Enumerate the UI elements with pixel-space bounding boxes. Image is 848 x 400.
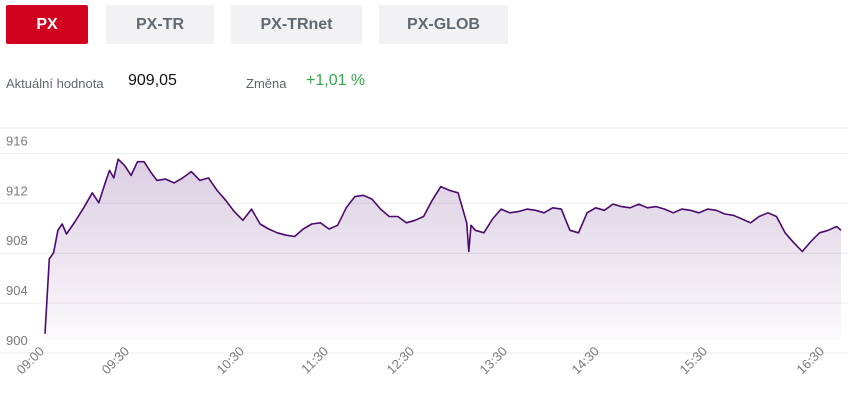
- tab-px-tr[interactable]: PX-TR: [106, 5, 214, 44]
- tab-px-trnet[interactable]: PX-TRnet: [231, 5, 362, 44]
- current-value: 909,05: [128, 72, 177, 89]
- x-tick-label: 09:00: [14, 344, 48, 378]
- tab-px[interactable]: PX: [6, 5, 88, 44]
- x-tick-label: 14:30: [569, 344, 603, 378]
- y-tick-label: 900: [6, 333, 28, 348]
- y-tick-label: 904: [6, 283, 28, 298]
- x-tick-label: 10:30: [214, 344, 248, 378]
- x-tick-label: 11:30: [298, 344, 331, 377]
- index-stats: Aktuální hodnota 909,05 Změna +1,01 %: [6, 72, 806, 92]
- x-tick-label: 12:30: [384, 344, 418, 378]
- price-area: [45, 159, 841, 340]
- change-value: +1,01 %: [306, 72, 366, 89]
- x-tick-label: 15:30: [677, 344, 711, 378]
- tab-px-glob[interactable]: PX-GLOB: [379, 5, 508, 44]
- x-tick-label: 16:30: [794, 344, 828, 378]
- x-tick-label: 09:30: [99, 344, 133, 378]
- price-line: [44, 158, 842, 334]
- y-tick-label: 908: [6, 233, 28, 248]
- y-tick-label: 916: [6, 133, 28, 148]
- y-tick-label: 912: [6, 183, 28, 198]
- x-tick-label: 13:30: [477, 344, 511, 378]
- change-label: Změna: [246, 76, 287, 91]
- current-value-label: Aktuální hodnota: [6, 76, 104, 91]
